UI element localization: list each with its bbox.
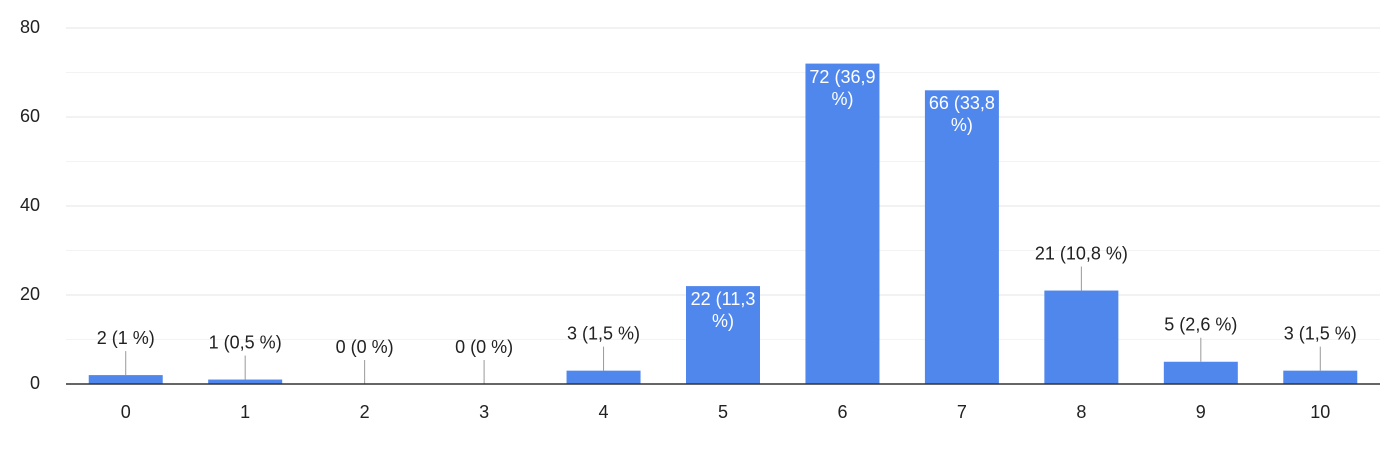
x-tick-label: 6	[837, 402, 847, 422]
data-label: 72 (36,9 %)	[809, 66, 876, 109]
data-label-box: 72 (36,9 %)	[809, 66, 876, 109]
data-label: 5 (2,6 %)	[1164, 315, 1237, 335]
bar	[686, 286, 760, 384]
data-label: 66 (33,8 %)	[928, 93, 995, 136]
y-tick-label: 60	[20, 106, 40, 126]
bar	[1163, 361, 1238, 384]
y-tick-label: 80	[20, 17, 40, 37]
data-label: 3 (1,5 %)	[567, 323, 640, 343]
bar	[208, 379, 283, 384]
bar	[1283, 370, 1358, 384]
bar	[566, 370, 641, 384]
data-label: 22 (11,3 %)	[690, 289, 756, 332]
x-tick-label: 7	[957, 402, 967, 422]
data-label: 0 (0 %)	[336, 337, 394, 357]
y-tick-label: 20	[20, 284, 40, 304]
data-label: 2 (1 %)	[97, 328, 155, 348]
x-tick-label: 10	[1310, 402, 1330, 422]
bar	[805, 63, 880, 384]
data-label: 1 (0,5 %)	[209, 332, 282, 352]
x-tick-label: 3	[479, 402, 489, 422]
data-label-box: 66 (33,8 %)	[928, 93, 995, 136]
data-label-box: 22 (11,3 %)	[690, 289, 756, 332]
data-label: 3 (1,5 %)	[1284, 323, 1357, 343]
x-tick-label: 5	[718, 402, 728, 422]
data-label: 21 (10,8 %)	[1035, 243, 1128, 263]
bar	[924, 90, 999, 385]
y-tick-label: 40	[20, 195, 40, 215]
x-tick-label: 4	[599, 402, 609, 422]
x-tick-label: 0	[121, 402, 131, 422]
x-tick-label: 9	[1196, 402, 1206, 422]
bar	[88, 375, 163, 384]
y-tick-label: 0	[30, 373, 40, 393]
data-label: 0 (0 %)	[455, 337, 513, 357]
x-tick-label: 2	[360, 402, 370, 422]
x-tick-label: 8	[1076, 402, 1086, 422]
x-tick-label: 1	[240, 402, 250, 422]
bar	[1044, 290, 1119, 384]
